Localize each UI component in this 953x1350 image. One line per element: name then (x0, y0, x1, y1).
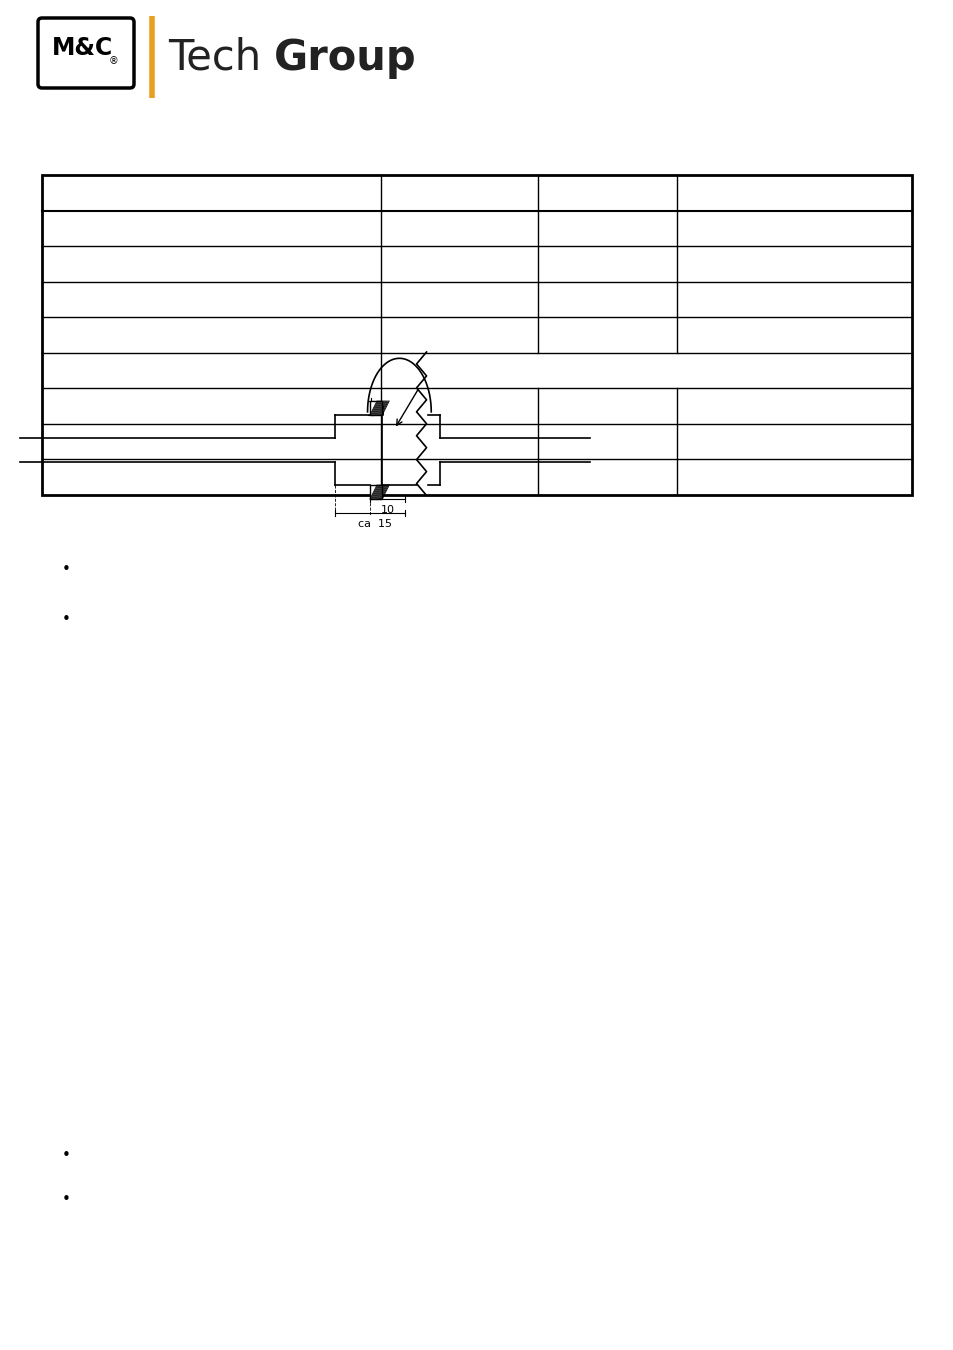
Text: 10: 10 (380, 505, 395, 514)
Bar (42, 176, 911, 495)
Bar (370, 401, 382, 414)
Text: M&C: M&C (52, 36, 113, 59)
Text: ®: ® (109, 55, 119, 66)
Text: •: • (62, 563, 71, 578)
Text: •: • (62, 613, 71, 628)
Text: •: • (62, 1192, 71, 1207)
Text: Tech: Tech (168, 36, 261, 80)
Text: •: • (62, 1148, 71, 1162)
Text: 10: 10 (375, 401, 386, 414)
Bar (370, 485, 382, 500)
Text: Group: Group (274, 36, 416, 80)
Text: ca  15: ca 15 (357, 518, 392, 529)
FancyBboxPatch shape (38, 18, 133, 88)
